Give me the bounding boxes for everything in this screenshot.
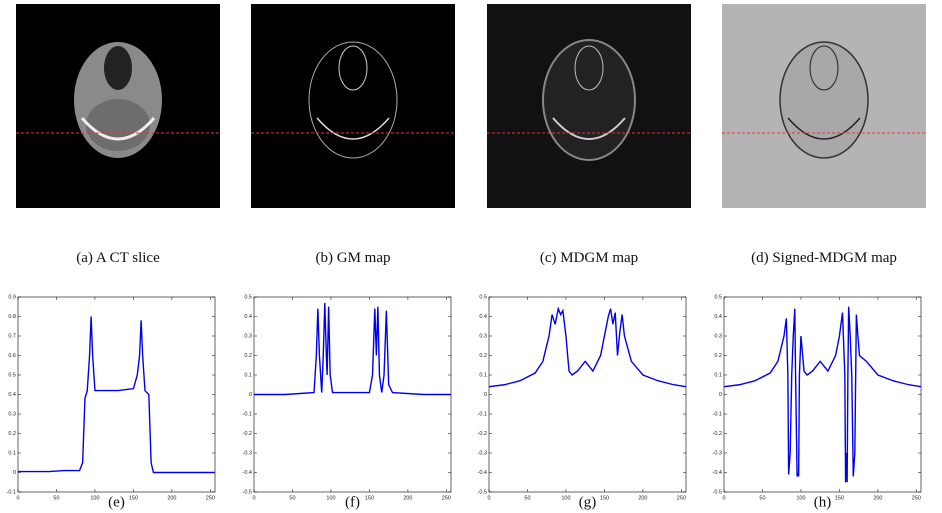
y-tick-label: 0.1 [244,372,252,378]
x-tick-label: 200 [873,495,882,501]
x-tick-label: 0 [722,495,725,501]
profile-line [488,306,687,388]
caption: (b) GM map [316,250,391,266]
mdgm-image [487,4,691,208]
y-tick-label: -0.2 [713,431,722,437]
caption: (h) [814,494,832,510]
y-tick-label: 0.7 [8,333,16,339]
y-tick-label: 0.2 [8,431,16,437]
profile-line [18,316,215,474]
y-tick-label: -0.2 [243,431,252,437]
y-tick-label: 0.8 [8,314,16,320]
y-tick-label: -0.3 [713,450,722,456]
y-tick-label: 0 [484,392,487,398]
y-tick-label: -0.4 [478,470,487,476]
axes-frame [488,296,687,493]
caption: (g) [579,494,597,510]
y-tick-label: 0 [719,392,722,398]
x-tick-label: 0 [252,495,255,501]
y-tick-label: 0.5 [244,294,252,300]
caption: (c) MDGM map [540,250,638,266]
y-tick-label: 0.3 [8,411,16,417]
y-tick-label: 0.6 [8,353,16,359]
y-tick-label: 0.4 [8,392,16,398]
y-tick-label: -0.5 [713,489,722,495]
x-tick-label: 150 [600,495,609,501]
caption: (d) Signed-MDGM map [751,250,897,266]
x-tick-label: 100 [90,495,99,501]
y-tick-label: -0.5 [478,489,487,495]
x-tick-label: 150 [835,495,844,501]
y-tick-label: 0.1 [8,450,16,456]
y-tick-label: -0.3 [243,450,252,456]
ct-image [16,4,220,208]
x-tick-label: 50 [289,495,295,501]
signed-mdgm-image [722,4,926,208]
profile-line [723,306,922,483]
y-tick-label: 0.4 [244,314,252,320]
y-tick-label: 0.5 [8,372,16,378]
x-tick-label: 50 [759,495,765,501]
caption: (f) [345,494,360,510]
y-tick-label: -0.3 [478,450,487,456]
caption: (a) A CT slice [76,250,160,266]
x-tick-label: 200 [167,495,176,501]
y-tick-label: 0.4 [479,314,487,320]
x-tick-label: 250 [677,495,686,501]
x-tick-label: 200 [638,495,647,501]
y-tick-label: 0.2 [714,353,722,359]
y-tick-label: 0.1 [479,372,487,378]
y-tick-label: -0.4 [713,470,722,476]
y-tick-label: -0.5 [243,489,252,495]
y-tick-label: 0 [249,392,252,398]
y-tick-label: -0.4 [243,470,252,476]
y-tick-label: 0.5 [479,294,487,300]
gm-image [251,4,455,208]
x-tick-label: 100 [561,495,570,501]
profile-line [254,302,451,396]
y-tick-label: 0.2 [479,353,487,359]
y-tick-label: 0.5 [714,294,722,300]
axes-frame [723,296,922,493]
y-tick-label: 0.4 [714,314,722,320]
y-tick-label: 0.1 [714,372,722,378]
y-tick-label: -0.1 [7,489,16,495]
y-tick-label: -0.2 [478,431,487,437]
x-tick-label: 250 [912,495,921,501]
x-tick-label: 50 [524,495,530,501]
x-tick-label: 0 [487,495,490,501]
axes-frame [17,296,216,493]
y-tick-label: 0.3 [714,333,722,339]
x-tick-label: 100 [326,495,335,501]
y-tick-label: -0.1 [478,411,487,417]
y-tick-label: -0.1 [713,411,722,417]
x-tick-label: 250 [442,495,451,501]
x-tick-label: 200 [403,495,412,501]
x-tick-label: 250 [206,495,215,501]
x-tick-label: 50 [53,495,59,501]
y-tick-label: 0.3 [479,333,487,339]
x-tick-label: 150 [129,495,138,501]
y-tick-label: 0.3 [244,333,252,339]
caption: (e) [108,494,125,510]
y-tick-label: 0 [13,470,16,476]
x-tick-label: 100 [796,495,805,501]
y-tick-label: 0.2 [244,353,252,359]
y-tick-label: -0.1 [243,411,252,417]
x-tick-label: 150 [365,495,374,501]
x-tick-label: 0 [16,495,19,501]
y-tick-label: 0.9 [8,294,16,300]
